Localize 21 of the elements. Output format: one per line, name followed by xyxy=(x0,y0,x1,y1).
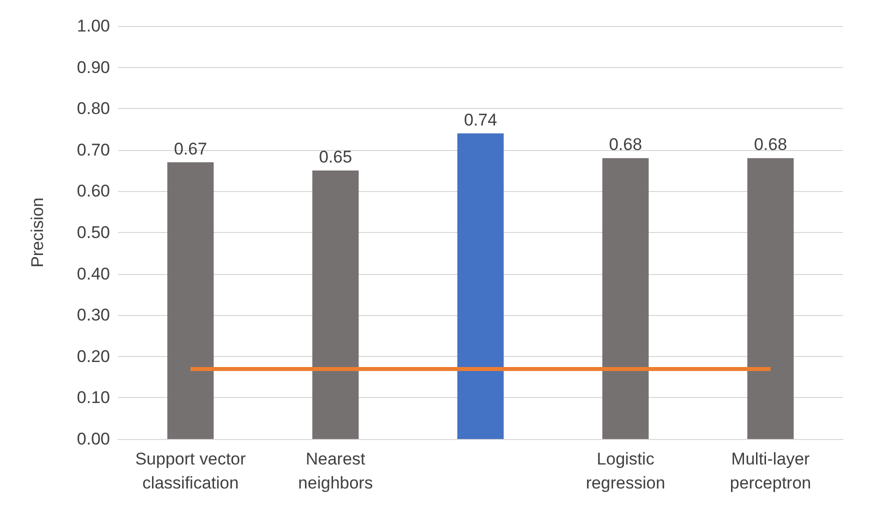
x-tick-label: Support vector classification xyxy=(135,450,246,492)
y-tick-label: 0.30 xyxy=(76,306,110,325)
y-tick-label: 0.90 xyxy=(76,58,110,77)
y-tick-label: 0.50 xyxy=(76,223,110,242)
data-label: 0.67 xyxy=(174,139,208,158)
y-tick-label: 0.70 xyxy=(76,140,110,160)
data-label: 0.65 xyxy=(318,148,352,167)
y-tick-label: 0.00 xyxy=(76,430,110,448)
y-axis-title: Precision xyxy=(28,198,47,268)
y-tick-label: 0.60 xyxy=(76,182,110,201)
y-tick-label: 0.40 xyxy=(76,264,110,284)
x-tick-label: Logistic regression xyxy=(586,450,666,492)
data-label: 0.68 xyxy=(754,135,788,154)
x-tick-label: Multi-layer perceptron xyxy=(730,450,812,492)
y-tick-label: 0.10 xyxy=(76,388,110,408)
y-tick-label: 0.20 xyxy=(76,346,110,366)
y-tick-label: 0.80 xyxy=(76,99,110,118)
data-label: 0.68 xyxy=(608,135,642,154)
y-tick-label: 1.00 xyxy=(76,16,110,36)
x-tick-label: Nearest neighbors xyxy=(298,450,373,492)
data-label: 0.74 xyxy=(464,110,498,130)
